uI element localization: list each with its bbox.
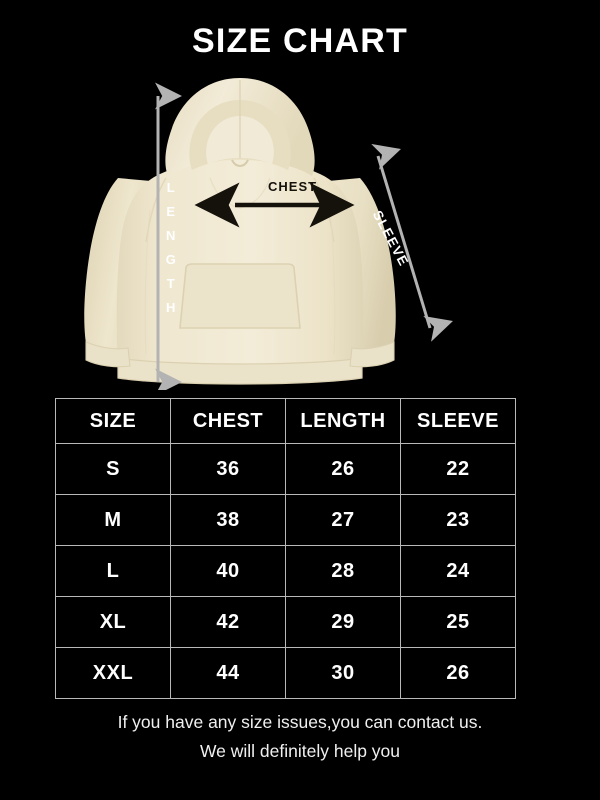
- cell-length: 29: [285, 596, 401, 648]
- hoodie-garment: [84, 78, 396, 385]
- cell-length: 26: [285, 443, 401, 495]
- cell-sleeve: 24: [400, 545, 516, 597]
- cell-length: 30: [285, 647, 401, 699]
- cell-size: S: [55, 443, 171, 495]
- hoodie-diagram: [0, 70, 600, 390]
- column-header-chest: CHEST: [170, 398, 286, 444]
- cell-chest: 42: [170, 596, 286, 648]
- table-row: S 36 26 22: [55, 443, 516, 495]
- table-row: M 38 27 23: [55, 494, 516, 546]
- cell-size: XL: [55, 596, 171, 648]
- length-letter: G: [165, 252, 177, 267]
- table-row: L 40 28 24: [55, 545, 516, 597]
- cell-chest: 44: [170, 647, 286, 699]
- length-letter: T: [166, 276, 176, 291]
- table-header-row: SIZE CHEST LENGTH SLEEVE: [55, 398, 516, 444]
- length-letter: H: [166, 300, 176, 315]
- page-title: SIZE CHART: [192, 22, 408, 60]
- cell-sleeve: 26: [400, 647, 516, 699]
- cell-sleeve: 25: [400, 596, 516, 648]
- footer-note: If you have any size issues,you can cont…: [0, 708, 600, 766]
- length-letter: N: [166, 228, 176, 243]
- cell-size: M: [55, 494, 171, 546]
- column-header-sleeve: SLEEVE: [400, 398, 516, 444]
- cell-chest: 38: [170, 494, 286, 546]
- length-letter: E: [166, 204, 176, 219]
- cell-size: XXL: [55, 647, 171, 699]
- cell-sleeve: 23: [400, 494, 516, 546]
- cell-chest: 36: [170, 443, 286, 495]
- length-letter: L: [166, 180, 176, 195]
- column-header-length: LENGTH: [285, 398, 401, 444]
- cell-chest: 40: [170, 545, 286, 597]
- cell-size: L: [55, 545, 171, 597]
- table-row: XXL 44 30 26: [55, 647, 516, 699]
- sleeve-arrow: [371, 143, 453, 342]
- cell-sleeve: 22: [400, 443, 516, 495]
- cell-length: 28: [285, 545, 401, 597]
- chest-measure-label: CHEST: [268, 179, 318, 194]
- cell-length: 27: [285, 494, 401, 546]
- footer-line-2: We will definitely help you: [199, 741, 401, 761]
- size-chart-table: SIZE CHEST LENGTH SLEEVE S 36 26 22 M 38…: [55, 398, 516, 699]
- column-header-size: SIZE: [55, 398, 171, 444]
- footer-line-1: If you have any size issues,you can cont…: [117, 712, 483, 732]
- length-measure-label: L E N G T H: [160, 176, 182, 320]
- table-row: XL 42 29 25: [55, 596, 516, 648]
